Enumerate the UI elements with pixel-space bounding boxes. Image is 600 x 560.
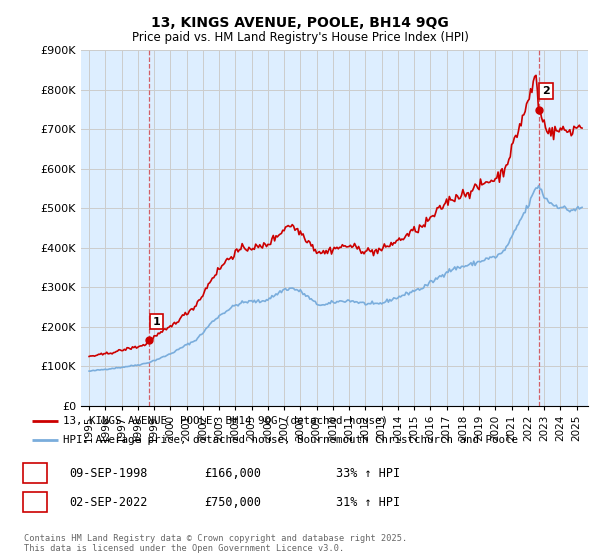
Text: HPI: Average price, detached house, Bournemouth Christchurch and Poole: HPI: Average price, detached house, Bour…	[63, 435, 518, 445]
Text: 13, KINGS AVENUE, POOLE, BH14 9QG (detached house): 13, KINGS AVENUE, POOLE, BH14 9QG (detac…	[63, 416, 388, 426]
Text: 2: 2	[542, 86, 550, 96]
Text: 1: 1	[152, 316, 160, 326]
Text: 1: 1	[32, 466, 39, 480]
Text: 09-SEP-1998: 09-SEP-1998	[69, 466, 148, 480]
Text: 02-SEP-2022: 02-SEP-2022	[69, 496, 148, 509]
Text: 2: 2	[32, 496, 39, 509]
Text: Contains HM Land Registry data © Crown copyright and database right 2025.
This d: Contains HM Land Registry data © Crown c…	[24, 534, 407, 553]
Text: 13, KINGS AVENUE, POOLE, BH14 9QG: 13, KINGS AVENUE, POOLE, BH14 9QG	[151, 16, 449, 30]
Text: £750,000: £750,000	[204, 496, 261, 509]
Text: £166,000: £166,000	[204, 466, 261, 480]
Text: 33% ↑ HPI: 33% ↑ HPI	[336, 466, 400, 480]
Text: 31% ↑ HPI: 31% ↑ HPI	[336, 496, 400, 509]
Text: Price paid vs. HM Land Registry's House Price Index (HPI): Price paid vs. HM Land Registry's House …	[131, 31, 469, 44]
